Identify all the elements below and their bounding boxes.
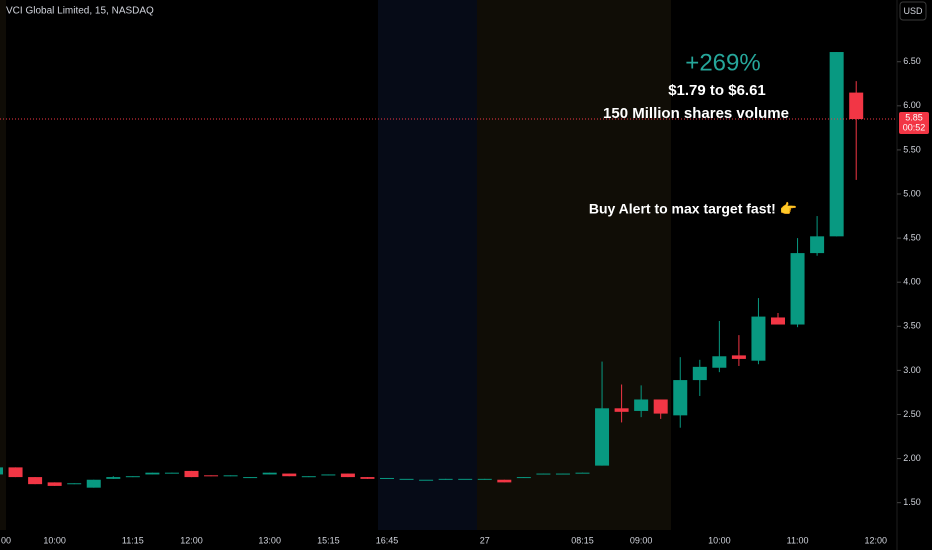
annotation: Buy Alert to max target fast! 👉: [589, 201, 798, 217]
annotation: 150 Million shares volume: [603, 105, 789, 122]
candle-body: [164, 472, 179, 474]
y-tick-label: 5.00: [903, 188, 921, 198]
candle-body: [653, 399, 668, 414]
candle-body: [712, 356, 727, 368]
candle-body: [771, 317, 785, 325]
candle-body: [438, 478, 453, 480]
x-tick-label: 13:00: [258, 535, 281, 545]
x-tick-label: 27: [480, 535, 490, 545]
plot-area: [0, 52, 897, 488]
currency-label[interactable]: USD: [903, 6, 923, 16]
countdown-label: 00:52: [903, 122, 926, 132]
x-tick-label: 10:00: [43, 535, 66, 545]
x-tick-label: 15:15: [317, 535, 340, 545]
candle-body: [204, 475, 219, 477]
y-tick-label: 6.00: [903, 100, 921, 110]
last-price-box: [899, 112, 929, 135]
candle-body: [614, 408, 629, 412]
x-tick-label: 11:15: [122, 535, 144, 545]
candle-body: [282, 473, 297, 477]
x-tick-label: 16:45: [376, 535, 399, 545]
annotation: +269%: [685, 49, 760, 76]
candle-body: [47, 482, 62, 486]
candle-body: [399, 478, 414, 480]
candle-body: [692, 366, 707, 381]
candle-body: [301, 476, 316, 478]
x-tick-label: 12:00: [180, 535, 203, 545]
candle-body: [497, 479, 512, 483]
last-price-label: 5.85: [905, 112, 923, 122]
candle-body: [145, 472, 160, 475]
candle-body: [419, 479, 434, 481]
candle-body: [751, 316, 766, 361]
candle-body: [516, 477, 531, 479]
chart-title: VCI Global Limited, 15, NASDAQ: [6, 6, 154, 17]
session-shade: [378, 0, 477, 530]
candle-body: [28, 477, 43, 485]
candle-body: [340, 473, 355, 478]
y-tick-label: 3.00: [903, 365, 921, 375]
x-tick-label: 12:00: [864, 535, 887, 545]
y-tick-label: 5.50: [903, 144, 921, 154]
y-tick-label: 6.50: [903, 56, 921, 66]
candle-body: [321, 474, 336, 476]
y-tick-label: 2.00: [903, 453, 921, 463]
x-tick-label: 10:00: [708, 535, 731, 545]
axes: 1.50 2.00 2.50 3.00 3.50 4.00 4.50 5.00 5.50 6.00…: [1, 56, 929, 545]
y-tick-label: 4.00: [903, 277, 921, 287]
x-tick-label: 00: [1, 535, 11, 545]
candle-body: [477, 478, 492, 480]
candle-body: [536, 473, 551, 475]
candle-body: [125, 476, 140, 478]
y-tick-label: 3.50: [903, 321, 921, 331]
candle-body: [555, 473, 570, 475]
candle-body: [458, 478, 473, 480]
candle-body: [262, 472, 277, 475]
x-tick-label: 08:15: [571, 535, 594, 545]
session-shade: [477, 0, 671, 530]
annotation: $1.79 to $6.61: [668, 82, 766, 99]
candle-body: [575, 472, 590, 474]
candle-body: [380, 477, 394, 479]
y-tick-label: 2.50: [903, 409, 921, 419]
candle-body: [673, 380, 688, 416]
candle-body: [595, 408, 610, 466]
candle-body: [67, 483, 82, 485]
candle-body: [184, 470, 199, 478]
candle-body: [829, 52, 844, 237]
candle-body: [0, 467, 3, 475]
candle-body: [86, 479, 101, 488]
candle-body: [790, 253, 805, 325]
x-tick-label: 11:00: [787, 535, 809, 545]
candle-body: [106, 477, 121, 479]
session-shade: [0, 0, 6, 530]
candle-body: [360, 477, 375, 479]
candle-body: [810, 236, 825, 254]
currency-button[interactable]: [899, 1, 927, 21]
candle-body: [634, 399, 649, 411]
candle-body: [8, 467, 23, 478]
candle-body: [731, 355, 746, 359]
y-tick-label: 1.50: [903, 497, 921, 507]
y-tick-label: 4.50: [903, 232, 921, 242]
candle-body: [849, 92, 864, 120]
candle-body: [223, 475, 238, 477]
candle-body: [243, 477, 258, 479]
x-tick-label: 09:00: [630, 535, 653, 545]
